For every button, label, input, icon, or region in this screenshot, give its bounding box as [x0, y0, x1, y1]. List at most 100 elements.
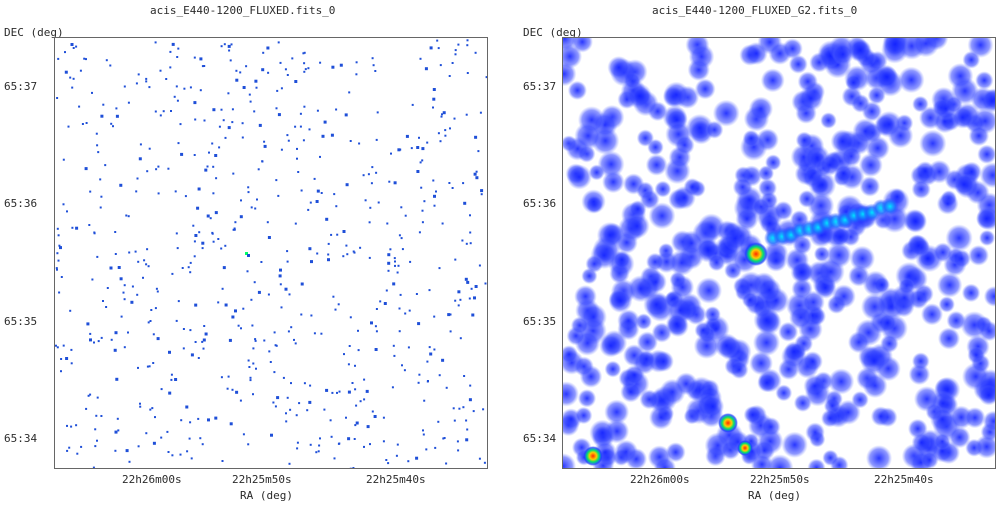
- event-pixel: [287, 330, 290, 333]
- event-pixel: [241, 122, 244, 125]
- event-pixel: [432, 88, 436, 91]
- event-pixel: [57, 57, 60, 60]
- event-pixel: [247, 191, 250, 194]
- event-pixel: [471, 313, 475, 317]
- smoothed-blob: [968, 125, 990, 147]
- event-pixel: [359, 246, 362, 249]
- event-pixel: [293, 338, 295, 341]
- smoothed-blob: [907, 234, 930, 257]
- smoothed-blob: [639, 389, 660, 410]
- event-pixel: [154, 41, 157, 44]
- event-pixel: [69, 76, 72, 79]
- event-pixel: [208, 151, 210, 154]
- smoothed-blob: [743, 405, 762, 424]
- event-pixel: [484, 282, 487, 285]
- event-pixel: [313, 177, 316, 180]
- event-pixel: [394, 264, 396, 267]
- event-pixel: [275, 107, 278, 110]
- smoothed-blob: [876, 65, 899, 89]
- event-pixel: [189, 329, 192, 332]
- event-pixel: [155, 168, 158, 171]
- smoothed-blob: [757, 373, 777, 393]
- event-pixel: [139, 402, 141, 405]
- smoothed-blob: [851, 94, 870, 113]
- event-pixel: [298, 402, 301, 405]
- source-pixel: [247, 254, 250, 257]
- event-pixel: [211, 232, 214, 235]
- smoothed-blob: [834, 164, 853, 183]
- event-pixel: [211, 142, 214, 145]
- event-pixel: [415, 293, 418, 295]
- event-pixel: [331, 391, 334, 394]
- event-pixel: [365, 389, 369, 393]
- event-pixel: [193, 255, 196, 258]
- smoothed-blob: [860, 293, 889, 321]
- event-pixel: [100, 114, 104, 118]
- event-pixel: [459, 337, 462, 340]
- event-pixel: [290, 326, 293, 329]
- smoothed-blob: [753, 307, 780, 334]
- event-pixel: [245, 65, 248, 68]
- event-pixel: [366, 425, 370, 429]
- event-pixel: [119, 183, 123, 187]
- event-pixel: [370, 321, 373, 325]
- event-pixel: [419, 57, 422, 60]
- event-pixel: [179, 453, 182, 456]
- event-pixel: [294, 222, 297, 225]
- event-pixel: [274, 344, 277, 347]
- event-pixel: [296, 447, 299, 450]
- event-pixel: [227, 126, 231, 130]
- event-pixel: [294, 80, 298, 83]
- event-pixel: [80, 445, 83, 448]
- event-pixel: [335, 205, 338, 208]
- event-pixel: [475, 170, 478, 173]
- smoothed-blob: [685, 113, 714, 142]
- event-pixel: [284, 287, 288, 291]
- event-pixel: [421, 147, 425, 151]
- left-image-plot[interactable]: [54, 37, 488, 469]
- event-pixel: [348, 345, 351, 347]
- event-pixel: [363, 445, 365, 448]
- event-pixel: [70, 348, 73, 351]
- event-pixel: [319, 155, 321, 158]
- event-pixel: [459, 298, 462, 301]
- event-pixel: [231, 315, 235, 319]
- event-pixel: [369, 443, 371, 446]
- smoothed-blob: [807, 458, 826, 468]
- smoothed-blob: [629, 200, 647, 218]
- event-pixel: [66, 449, 69, 452]
- left-xtick-2: 22h25m50s: [232, 473, 292, 486]
- event-pixel: [330, 233, 333, 236]
- event-pixel: [422, 429, 424, 432]
- event-pixel: [105, 59, 108, 62]
- event-pixel: [212, 240, 215, 243]
- event-pixel: [387, 269, 390, 272]
- event-pixel: [267, 71, 270, 74]
- event-pixel: [453, 419, 456, 422]
- smoothed-blob: [663, 81, 690, 108]
- event-pixel: [304, 68, 307, 71]
- event-pixel: [454, 299, 457, 302]
- event-pixel: [114, 449, 117, 452]
- event-pixel: [71, 86, 74, 89]
- event-pixel: [284, 68, 287, 71]
- right-image-plot[interactable]: [562, 37, 996, 469]
- right-image-canvas: [563, 38, 995, 468]
- smoothed-blob: [627, 275, 655, 303]
- event-pixel: [148, 147, 151, 150]
- event-pixel: [247, 443, 250, 446]
- smoothed-blob: [960, 311, 989, 339]
- smoothed-blob: [975, 71, 994, 90]
- event-pixel: [457, 43, 460, 46]
- event-pixel: [375, 171, 378, 174]
- event-pixel: [85, 58, 87, 61]
- event-pixel: [286, 260, 289, 263]
- event-pixel: [242, 307, 245, 310]
- event-pixel: [180, 152, 184, 156]
- event-pixel: [469, 384, 472, 387]
- event-pixel: [253, 281, 256, 284]
- event-pixel: [392, 344, 395, 347]
- event-pixel: [383, 302, 387, 305]
- event-pixel: [308, 128, 311, 131]
- event-pixel: [382, 440, 385, 443]
